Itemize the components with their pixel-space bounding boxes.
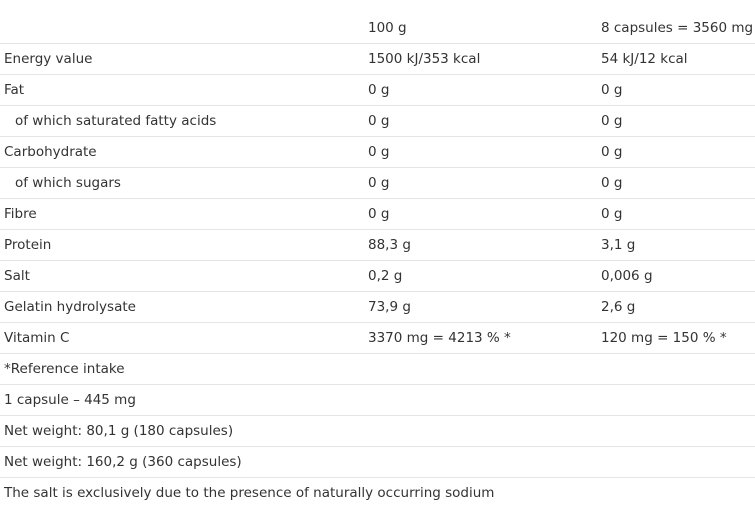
- row-label: Vitamin C: [0, 322, 364, 354]
- row-value-per-serving: 3,1 g: [597, 229, 755, 261]
- nutrition-table: 100 g 8 capsules = 3560 mg Energy value 1…: [0, 13, 755, 508]
- note-row: Net weight: 160,2 g (360 capsules): [0, 446, 755, 478]
- row-value-per-100g: 0 g: [364, 105, 597, 137]
- header-per-100g: 100 g: [364, 13, 597, 44]
- row-label: Fat: [0, 74, 364, 106]
- row-label: Energy value: [0, 43, 364, 75]
- table-row: Salt 0,2 g 0,006 g: [0, 260, 755, 292]
- row-value-per-serving: 0 g: [597, 167, 755, 199]
- row-label: Salt: [0, 260, 364, 292]
- row-value-per-serving: 0 g: [597, 198, 755, 230]
- row-value-per-100g: 3370 mg = 4213 % *: [364, 322, 597, 354]
- row-label: Gelatin hydrolysate: [0, 291, 364, 323]
- note-row: Net weight: 80,1 g (180 capsules): [0, 415, 755, 447]
- row-label: Carbohydrate: [0, 136, 364, 168]
- note-row: *Reference intake: [0, 353, 755, 385]
- note-text: Net weight: 80,1 g (180 capsules): [0, 415, 755, 447]
- row-value-per-100g: 0 g: [364, 136, 597, 168]
- row-value-per-100g: 0,2 g: [364, 260, 597, 292]
- header-label: [0, 13, 364, 44]
- row-value-per-100g: 88,3 g: [364, 229, 597, 261]
- header-per-serving: 8 capsules = 3560 mg: [597, 13, 755, 44]
- row-value-per-100g: 0 g: [364, 74, 597, 106]
- note-text: The salt is exclusively due to the prese…: [4, 485, 495, 501]
- note-text: Net weight: 160,2 g (360 capsules): [0, 446, 755, 478]
- table-row: Gelatin hydrolysate 73,9 g 2,6 g: [0, 291, 755, 323]
- row-value-per-serving: 2,6 g: [597, 291, 755, 323]
- row-value-per-100g: 1500 kJ/353 kcal: [364, 43, 597, 75]
- note-text: *Reference intake: [0, 353, 755, 385]
- table-row: Vitamin C 3370 mg = 4213 % * 120 mg = 150 …: [0, 322, 755, 354]
- row-value-per-serving: 0 g: [597, 136, 755, 168]
- row-label: Fibre: [0, 198, 364, 230]
- row-value-per-100g: 0 g: [364, 198, 597, 230]
- row-label: of which sugars: [0, 167, 364, 199]
- row-value-per-serving: 54 kJ/12 kcal: [597, 43, 755, 75]
- row-value-per-serving: 120 mg = 150 % *: [597, 322, 755, 354]
- table-row: Energy value 1500 kJ/353 kcal 54 kJ/12 kca…: [0, 43, 755, 75]
- row-value-per-serving: 0 g: [597, 105, 755, 137]
- table-header-row: 100 g 8 capsules = 3560 mg: [0, 13, 755, 44]
- row-value-per-100g: 0 g: [364, 167, 597, 199]
- row-value-per-100g: 73,9 g: [364, 291, 597, 323]
- note-row: The salt is exclusively due to the prese…: [0, 478, 755, 509]
- row-label: Protein: [0, 229, 364, 261]
- note-row: 1 capsule – 445 mg: [0, 384, 755, 416]
- row-label: of which saturated fatty acids: [0, 105, 364, 137]
- table-row: Protein 88,3 g 3,1 g: [0, 229, 755, 261]
- note-text: 1 capsule – 445 mg: [0, 384, 755, 416]
- row-value-per-serving: 0 g: [597, 74, 755, 106]
- row-value-per-serving: 0,006 g: [597, 260, 755, 292]
